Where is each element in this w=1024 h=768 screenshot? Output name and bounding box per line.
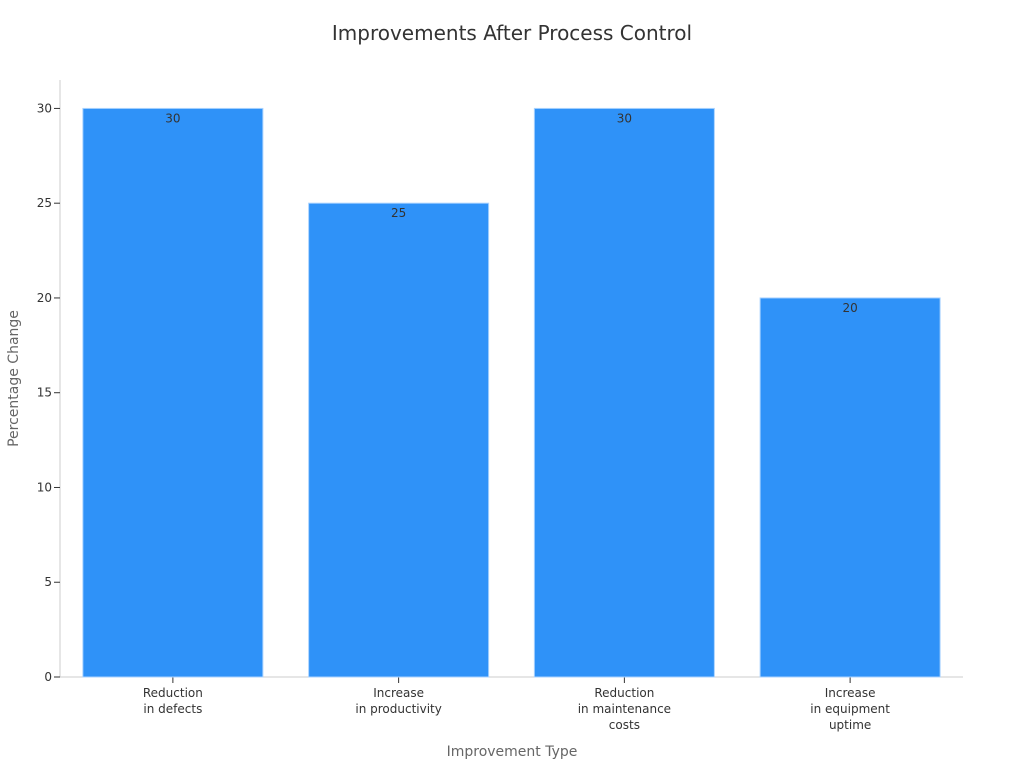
chart-title: Improvements After Process Control — [332, 21, 692, 45]
y-tick-label: 10 — [37, 480, 52, 494]
x-category-label-line: in maintenance — [578, 702, 671, 716]
bar — [308, 202, 490, 678]
y-tick-label: 5 — [44, 575, 52, 589]
x-category-label-line: costs — [609, 718, 640, 732]
labels: 0 5 10 15 20 25 30 30 Reduction in defects 25 Incre… — [37, 101, 891, 732]
bar-value-label: 30 — [165, 111, 180, 125]
bar — [82, 107, 264, 678]
x-category-label-line: Increase — [373, 686, 424, 700]
y-tick-label: 30 — [37, 101, 52, 115]
x-category-label-line: Increase — [825, 686, 876, 700]
x-category-label-line: in defects — [143, 702, 202, 716]
y-tick-label: 0 — [44, 670, 52, 684]
bar-value-label: 30 — [617, 111, 632, 125]
y-axis-title: Percentage Change — [6, 310, 22, 447]
x-category-label: Reduction in defects — [143, 686, 203, 716]
x-category-label-line: in productivity — [355, 702, 441, 716]
x-category-label-line: Reduction — [594, 686, 654, 700]
bar — [759, 297, 941, 678]
x-axis-title: Improvement Type — [447, 744, 578, 760]
y-tick-label: 15 — [37, 386, 52, 400]
x-category-label: Increase in productivity — [355, 686, 441, 716]
x-category-label: Reduction in maintenance costs — [578, 686, 671, 732]
y-tick-label: 20 — [37, 291, 52, 305]
bars — [82, 107, 941, 678]
x-category-label: Increase in equipment uptime — [810, 686, 890, 732]
x-category-label-line: uptime — [829, 718, 871, 732]
bar — [533, 107, 715, 678]
y-tick-label: 25 — [37, 196, 52, 210]
bar-value-label: 25 — [391, 206, 406, 220]
x-category-label-line: Reduction — [143, 686, 203, 700]
x-category-label-line: in equipment — [810, 702, 890, 716]
bar-value-label: 20 — [842, 301, 857, 315]
